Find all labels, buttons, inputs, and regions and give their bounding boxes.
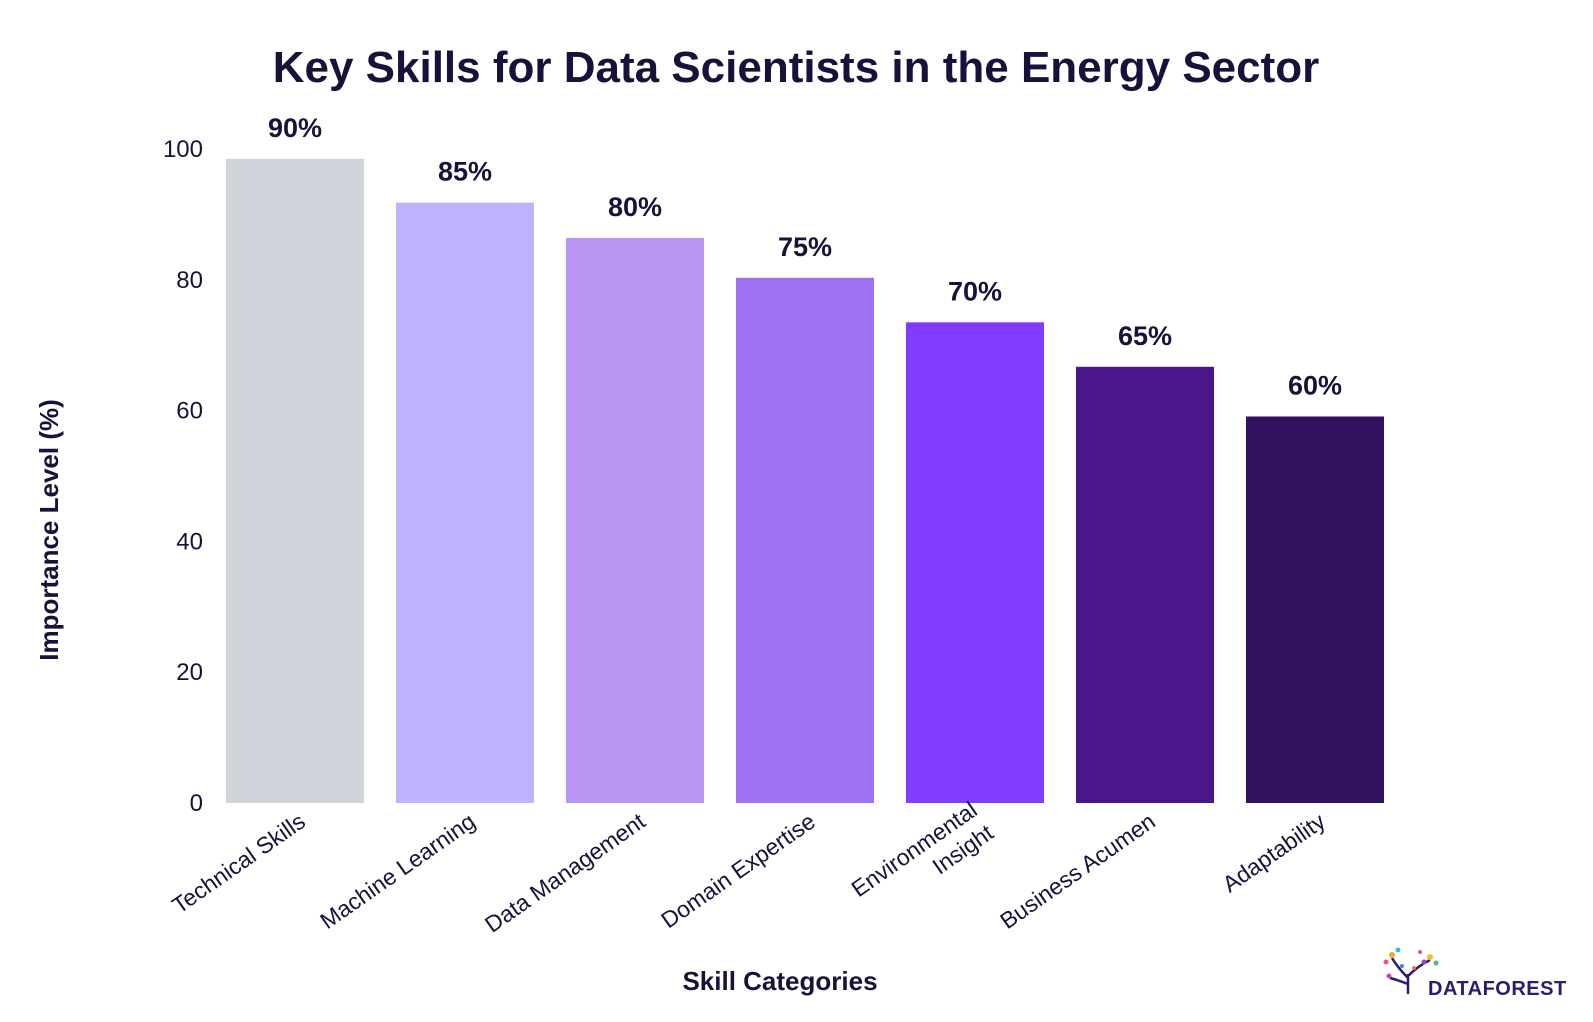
y-tick-label: 100	[163, 136, 203, 163]
bar	[396, 202, 534, 804]
bar	[566, 237, 704, 804]
y-tick-label: 60	[176, 398, 203, 425]
x-tick-label-line: Domain Expertise	[656, 808, 820, 933]
y-tick-label: 40	[176, 528, 203, 555]
data-label: 70%	[948, 276, 1002, 306]
x-tick-label-line: Data Management	[480, 807, 650, 937]
data-label: 90%	[268, 113, 322, 143]
data-label: 75%	[778, 232, 832, 262]
chart-title: Key Skills for Data Scientists in the En…	[273, 43, 1320, 92]
bar	[736, 277, 874, 803]
x-tick-label: EnvironmentalInsight	[846, 796, 998, 925]
bar	[1076, 366, 1214, 803]
dataforest-logo: DATAFOREST	[1383, 947, 1567, 1000]
bar	[1246, 416, 1384, 803]
x-tick-label: Adaptability	[1218, 808, 1331, 898]
data-label: 65%	[1118, 321, 1172, 351]
x-tick-label: Domain Expertise	[656, 808, 820, 933]
x-tick-label-line: Machine Learning	[315, 808, 480, 934]
data-labels: 90% 85% 80% 75% 70% 65% 60%	[268, 113, 1342, 401]
x-tick-label-line: Adaptability	[1218, 808, 1331, 898]
y-tick-label: 0	[190, 790, 203, 817]
y-tick-label: 20	[176, 659, 203, 686]
y-axis-ticks: 0 20 40 60 80 100	[163, 136, 203, 817]
x-tick-label: Machine Learning	[315, 808, 480, 934]
x-tick-label: Business Acumen	[995, 808, 1160, 934]
bar	[906, 322, 1044, 803]
y-axis-title: Importance Level (%)	[34, 399, 64, 661]
y-tick-label: 80	[176, 267, 203, 294]
data-label: 85%	[438, 157, 492, 187]
x-tick-label-line: Technical Skills	[167, 808, 310, 919]
x-tick-label: Technical Skills	[167, 808, 310, 919]
x-axis-labels: Technical Skills Machine Learning Data Man…	[167, 796, 1331, 937]
x-tick-label: Data Management	[480, 807, 650, 937]
data-label: 80%	[608, 192, 662, 222]
x-tick-label-line: Business Acumen	[995, 808, 1160, 934]
bar	[226, 158, 364, 803]
tree-icon	[1383, 947, 1439, 994]
logo-wordmark: DATAFOREST	[1428, 978, 1567, 1000]
x-axis-title: Skill Categories	[682, 966, 877, 996]
data-label: 60%	[1288, 370, 1342, 400]
bars	[226, 158, 1384, 804]
